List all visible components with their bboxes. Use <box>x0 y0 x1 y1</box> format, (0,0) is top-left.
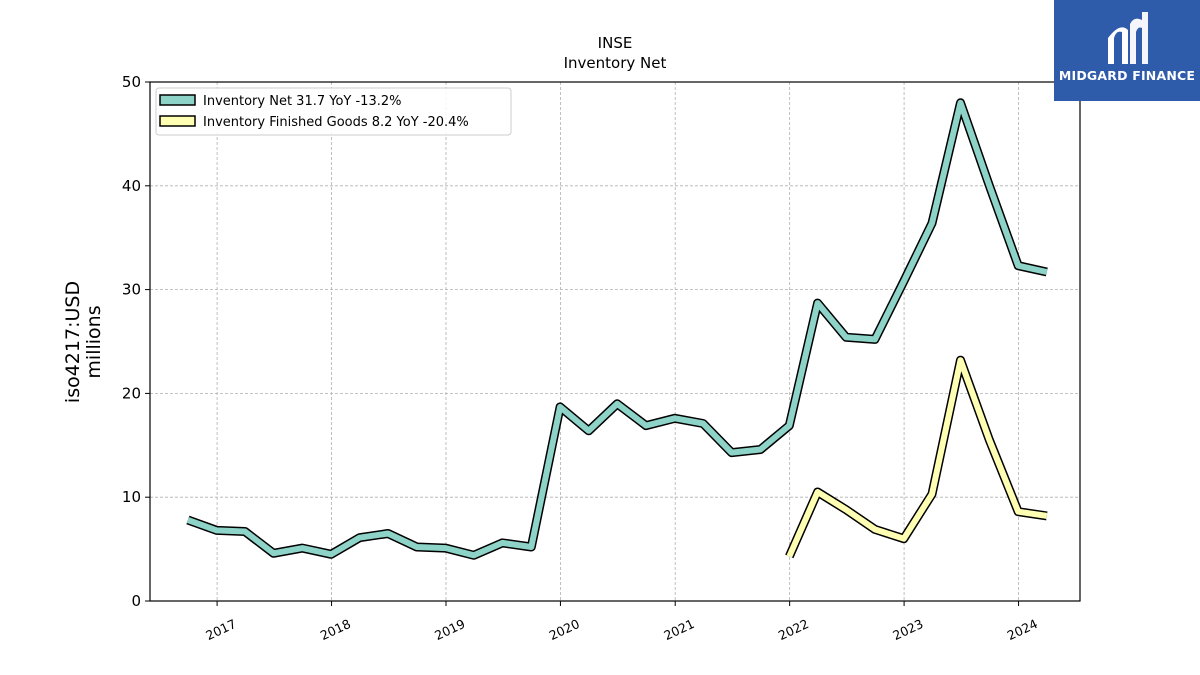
grid <box>150 82 1080 601</box>
y-tick-label: 50 <box>122 73 141 91</box>
x-tick-label: 2021 <box>661 616 696 643</box>
x-tick-label: 2024 <box>1005 616 1040 643</box>
brand-logo: MIDGARD FINANCE <box>1054 0 1200 101</box>
legend-swatch <box>159 115 196 127</box>
series-line-inventory-finished-goods <box>786 357 1048 558</box>
y-tick-label: 0 <box>131 592 141 610</box>
y-tick-label: 40 <box>122 177 141 195</box>
series-outline-inventory-net <box>186 98 1048 560</box>
series-outline-inventory-finished-goods <box>785 355 1048 559</box>
chart-title: INSE <box>598 34 633 52</box>
x-tick-label: 2022 <box>776 616 811 643</box>
x-tick-label: 2018 <box>318 616 353 643</box>
legend-swatch <box>159 94 196 106</box>
y-tick-label: 20 <box>122 384 141 402</box>
y-axis-label-line2: millions <box>83 305 105 378</box>
midgard-logo-icon <box>1108 12 1148 64</box>
y-axis-label: iso4217:USD millions <box>62 281 105 403</box>
legend: Inventory Net 31.7 YoY -13.2% Inventory F… <box>155 87 512 136</box>
brand-name: MIDGARD FINANCE <box>1058 68 1196 83</box>
x-tick-label: 2023 <box>890 616 925 643</box>
plot-frame <box>149 81 1081 602</box>
series-lines <box>186 98 1048 560</box>
series-line-inventory-net <box>186 99 1048 559</box>
x-tick-label: 2020 <box>547 616 582 643</box>
x-tick-label: 2019 <box>432 616 467 643</box>
legend-label: Inventory Finished Goods 8.2 YoY -20.4% <box>203 115 469 130</box>
legend-label: Inventory Net 31.7 YoY -13.2% <box>203 94 402 109</box>
x-tick-label: 2017 <box>203 616 238 643</box>
axis-ticks: 0 10 20 30 40 50 2017 2018 2019 2020 2021 2022 2023 2… <box>122 73 1040 643</box>
y-tick-label: 30 <box>122 281 141 299</box>
y-tick-label: 10 <box>122 488 141 506</box>
chart-subtitle: Inventory Net <box>564 54 667 72</box>
legend-box <box>155 87 512 136</box>
y-axis-label-line1: iso4217:USD <box>62 281 84 403</box>
